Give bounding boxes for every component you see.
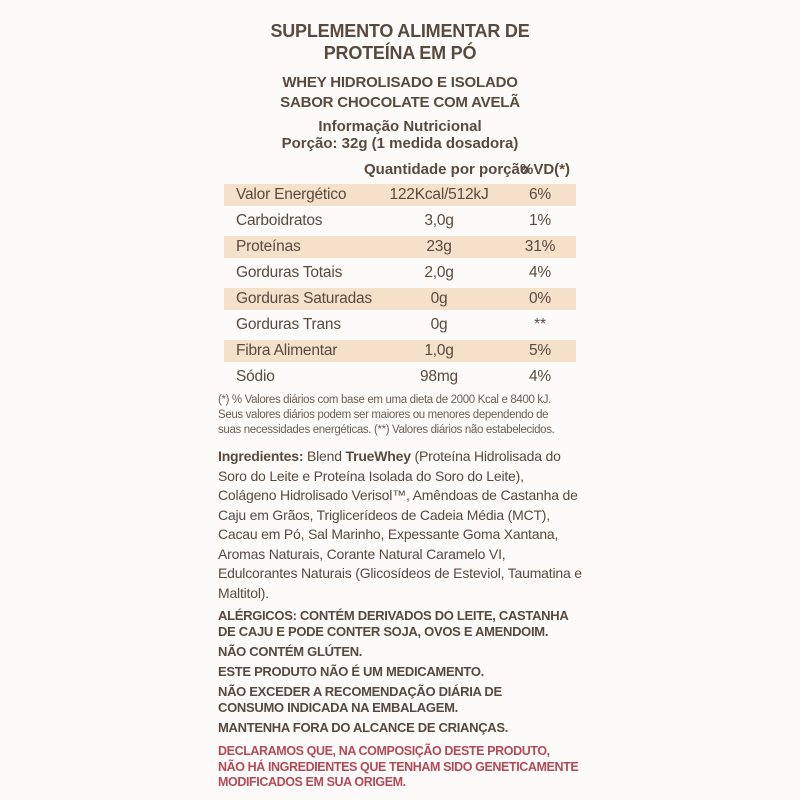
warning-statement: ESTE PRODUTO NÃO É UM MEDICAMENTO. xyxy=(218,664,484,679)
nutrient-daily-value: 4% xyxy=(528,264,551,281)
nutrient-daily-value: 1% xyxy=(528,212,551,229)
nutrient-quantity: 0g xyxy=(430,290,448,307)
nutrient-name: Carboidratos xyxy=(236,212,323,229)
nutrient-quantity: 2,0g xyxy=(424,264,454,281)
gmo-declaration: DECLARAMOS QUE, NA COMPOSIÇÃO DESTE PROD… xyxy=(218,744,579,789)
ingredients-lead: Blend xyxy=(303,448,346,464)
nutrient-name: Gorduras Trans xyxy=(236,316,341,333)
nutrient-name: Gorduras Totais xyxy=(236,264,343,281)
nutrition-info-heading: Informação Nutricional xyxy=(318,118,482,135)
nutrition-table: Quantidade por porção %VD(*) Valor Energ… xyxy=(224,159,576,388)
table-row: Gorduras Saturadas 0g 0% xyxy=(224,288,576,310)
ingredients-label: Ingredientes: xyxy=(218,448,304,464)
nutrient-name: Valor Energético xyxy=(236,186,347,203)
ingredients-paragraph: Ingredientes: Blend TrueWhey (Proteína H… xyxy=(218,447,582,603)
warning-statement: MANTENHA FORA DO ALCANCE DE CRIANÇAS. xyxy=(218,720,509,735)
nutrient-daily-value: 4% xyxy=(528,368,551,385)
table-row: Fibra Alimentar 1,0g 5% xyxy=(224,340,576,362)
nutrient-daily-value: 0% xyxy=(528,290,551,307)
nutrient-name: Fibra Alimentar xyxy=(236,342,338,359)
table-row: Sódio 98mg 4% xyxy=(224,366,576,388)
product-variant-subtitle: WHEY HIDROLISADO E ISOLADO SABOR CHOCOLA… xyxy=(280,74,520,111)
table-row: Carboidratos 3,0g 1% xyxy=(224,210,576,232)
table-row: Gorduras Totais 2,0g 4% xyxy=(224,262,576,284)
table-row: Valor Energético 122Kcal/512kJ 6% xyxy=(224,184,576,206)
nutrient-name: Sódio xyxy=(236,368,275,385)
nutrient-quantity: 98mg xyxy=(420,368,458,385)
product-title: SUPLEMENTO ALIMENTAR DE PROTEÍNA EM PÓ xyxy=(270,21,530,63)
nutrient-quantity: 3,0g xyxy=(424,212,454,229)
nutrient-name: Gorduras Saturadas xyxy=(236,290,372,307)
nutrient-quantity: 0g xyxy=(430,316,448,333)
table-header-row: Quantidade por porção %VD(*) xyxy=(224,159,576,181)
warning-statement: NÃO CONTÉM GLÚTEN. xyxy=(218,644,363,659)
warnings-section: ALÉRGICOS: CONTÉM DERIVADOS DO LEITE, CA… xyxy=(218,608,582,736)
nutrient-quantity: 23g xyxy=(426,238,452,255)
nutrient-name: Proteínas xyxy=(236,238,301,255)
serving-size-line: Porção: 32g (1 medida dosadora) xyxy=(281,135,519,152)
daily-values-footnote: (*) % Valores diários com base em uma di… xyxy=(218,394,555,436)
column-header-nutrient xyxy=(224,159,364,181)
warning-statement: ALÉRGICOS: CONTÉM DERIVADOS DO LEITE, CA… xyxy=(218,608,569,639)
column-header-quantity: Quantidade por porção xyxy=(364,161,530,178)
ingredients-list: (Proteína Hidrolisada do Soro do Leite e… xyxy=(218,448,582,601)
nutrient-quantity: 1,0g xyxy=(424,342,454,359)
table-row: Proteínas 23g 31% xyxy=(224,236,576,258)
nutrient-daily-value: 6% xyxy=(528,186,551,203)
warning-statement: NÃO EXCEDER A RECOMENDAÇÃO DIÁRIA DE CON… xyxy=(218,684,502,715)
brand-name: TrueWhey xyxy=(345,448,412,464)
nutrient-daily-value: ** xyxy=(534,316,546,333)
nutrient-daily-value: 31% xyxy=(524,238,556,255)
nutrient-quantity: 122Kcal/512kJ xyxy=(389,186,489,203)
column-header-daily-value: %VD(*) xyxy=(519,161,570,178)
table-row: Gorduras Trans 0g ** xyxy=(224,314,576,336)
nutrient-daily-value: 5% xyxy=(528,342,551,359)
